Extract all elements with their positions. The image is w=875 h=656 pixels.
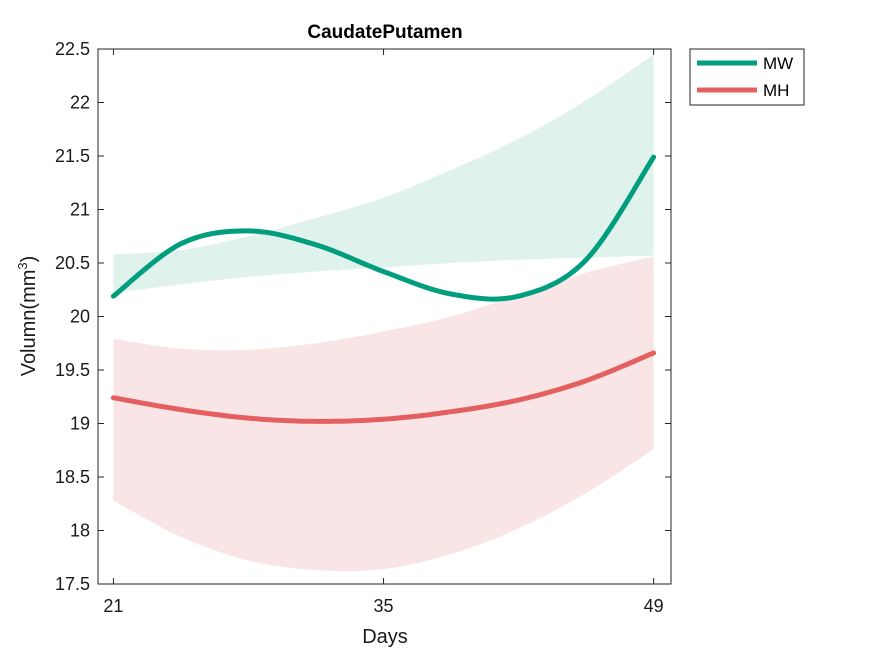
y-tick-label: 19 xyxy=(70,414,90,434)
band-mw xyxy=(113,54,654,294)
y-axis-label-suffix: ) xyxy=(18,256,40,263)
legend-label-mw: MW xyxy=(763,54,793,73)
y-axis-label-main: Volumn(mm xyxy=(18,270,40,377)
y-tick-label: 19.5 xyxy=(55,360,90,380)
x-tick-label: 21 xyxy=(103,596,123,616)
y-tick-label: 18.5 xyxy=(55,467,90,487)
y-axis-label-superscript: 3 xyxy=(15,262,30,269)
confidence-bands xyxy=(113,54,654,572)
y-tick-label: 17.5 xyxy=(55,574,90,594)
y-tick-label: 20.5 xyxy=(55,253,90,273)
y-tick-label: 20 xyxy=(70,307,90,327)
x-tick-label: 49 xyxy=(644,596,664,616)
y-tick-label: 21 xyxy=(70,200,90,220)
x-tick-label: 35 xyxy=(374,596,394,616)
series-lines xyxy=(110,154,657,424)
y-tick-label: 22.5 xyxy=(55,39,90,59)
y-tick-label: 18 xyxy=(70,521,90,541)
legend-label-mh: MH xyxy=(763,81,789,100)
legend-box xyxy=(689,48,805,106)
y-tick-label: 22 xyxy=(70,93,90,113)
axis-ticks: 17.5 18 18.5 19 19.5 20 20.5 21 21.5 22 22.5 21 35 49 xyxy=(55,39,671,616)
y-tick-label: 21.5 xyxy=(55,146,90,166)
y-axis-label: Volumn(mm3) xyxy=(15,256,40,377)
band-mh xyxy=(113,256,654,572)
legend: MW MH xyxy=(689,48,805,106)
line-mw xyxy=(110,154,657,302)
line-mh xyxy=(110,350,657,424)
x-axis-label: Days xyxy=(362,626,408,648)
chart-title: CaudatePutamen xyxy=(307,22,462,43)
